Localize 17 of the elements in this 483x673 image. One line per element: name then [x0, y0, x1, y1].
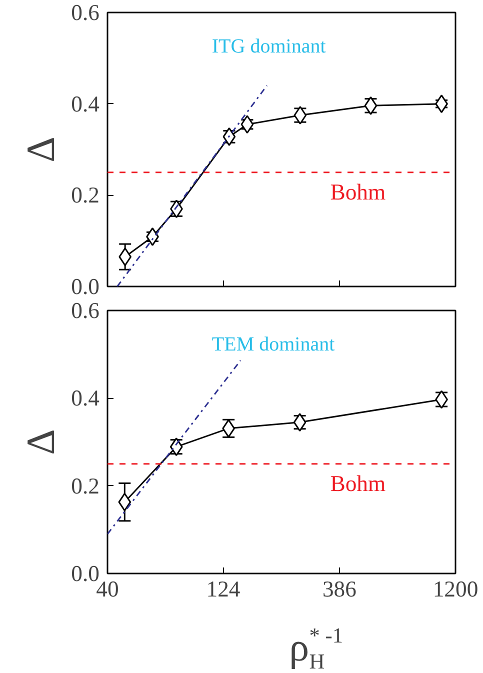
ref-line-label: Bohm	[330, 470, 386, 496]
y-tick-label: 0.0	[71, 561, 100, 586]
annotation: TEM dominant	[212, 334, 336, 356]
x-tick-label: 124	[206, 576, 240, 602]
y-tick-label: 0.4	[71, 386, 100, 411]
y-tick-label: 0.6	[71, 298, 100, 323]
y-tick-label: 0.2	[71, 182, 100, 208]
ref-line-label: Bohm	[330, 179, 386, 204]
y-axis-title: Δ	[18, 136, 64, 162]
y-tick-label: 0.0	[71, 274, 100, 299]
x-tick-label: 1200	[432, 576, 478, 602]
annotation: ITG dominant	[212, 36, 326, 58]
y-axis-title: Δ	[18, 429, 64, 455]
y-tick-label: 0.4	[71, 91, 100, 116]
x-tick-label: 386	[322, 576, 356, 602]
y-tick-label: 0.6	[71, 0, 100, 25]
y-tick-label: 0.2	[71, 473, 100, 498]
